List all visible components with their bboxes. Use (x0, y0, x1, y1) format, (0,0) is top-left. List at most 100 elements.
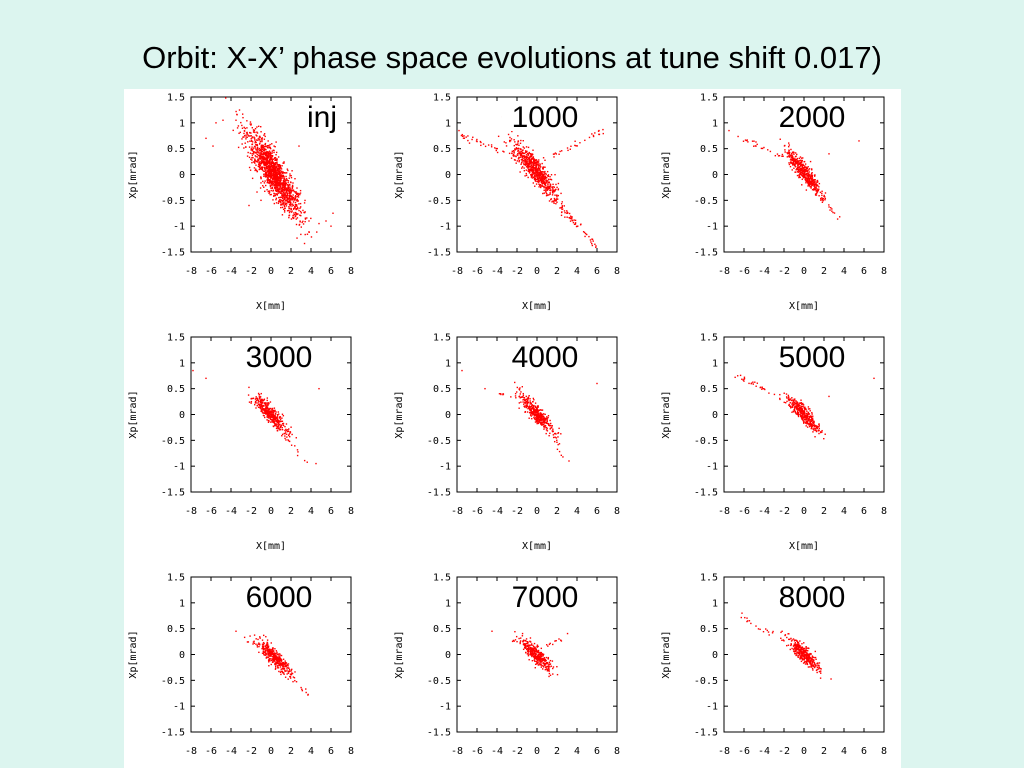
data-point (527, 154, 529, 157)
data-point (284, 202, 286, 205)
data-point (277, 184, 279, 186)
data-point (536, 417, 539, 420)
data-point (792, 406, 794, 408)
data-point (801, 167, 803, 169)
data-point (815, 192, 818, 195)
data-point (544, 175, 547, 178)
data-point (286, 200, 289, 202)
data-point (272, 184, 274, 186)
data-point (809, 421, 811, 424)
data-point (789, 407, 792, 409)
data-point (282, 196, 285, 198)
data-point (259, 135, 261, 138)
data-point (809, 416, 812, 418)
data-point (280, 203, 282, 205)
y-tick-label: 0 (179, 650, 185, 661)
data-point (268, 191, 271, 193)
data-point (259, 164, 261, 166)
data-point (270, 411, 273, 413)
data-point (756, 382, 759, 384)
outlier-point (315, 462, 317, 465)
data-point (263, 412, 265, 414)
data-point (285, 178, 288, 180)
data-point (271, 647, 274, 650)
data-point (273, 416, 275, 418)
data-point (260, 408, 262, 411)
data-point (278, 670, 280, 673)
data-point (794, 406, 796, 408)
data-point (530, 154, 532, 157)
data-point (278, 427, 281, 429)
y-tick-label: -1.5 (161, 248, 185, 259)
data-point (524, 163, 526, 166)
data-point (272, 175, 275, 177)
data-point (262, 170, 265, 172)
data-point (271, 174, 274, 177)
data-point (539, 419, 541, 422)
data-point (281, 662, 283, 664)
data-point (824, 199, 826, 201)
x-tick-label: 6 (594, 266, 600, 277)
data-point (823, 194, 825, 197)
data-point (263, 182, 266, 184)
data-point (279, 660, 281, 662)
data-point (269, 418, 272, 420)
data-point (518, 152, 521, 155)
data-point (463, 137, 466, 139)
data-point (538, 183, 540, 185)
data-point (544, 187, 547, 189)
data-point (554, 173, 556, 176)
data-point (277, 202, 280, 205)
data-point (266, 171, 268, 173)
data-point (268, 173, 271, 175)
data-point (272, 656, 275, 659)
data-point (273, 202, 276, 205)
phase-space-plot-4000: -8 -6 -4 -2 0 2 4 6 81.510.50-0.5-1-1.5X[mm]Xp[m… (394, 333, 620, 553)
data-point (270, 414, 272, 416)
data-point (282, 422, 285, 425)
data-point (282, 672, 285, 674)
data-point (257, 138, 259, 140)
data-point (536, 644, 539, 646)
y-tick-label: 0 (445, 170, 451, 181)
data-point (552, 192, 554, 194)
data-point (811, 177, 814, 179)
data-point (273, 176, 275, 178)
data-point (290, 670, 293, 672)
data-point (288, 668, 291, 671)
data-point (259, 400, 261, 403)
data-point (296, 454, 299, 457)
data-point (304, 220, 306, 223)
data-point (792, 401, 794, 404)
data-point (279, 671, 282, 673)
data-point (286, 188, 289, 190)
data-point (512, 149, 515, 152)
data-point (798, 402, 801, 404)
data-point (811, 180, 813, 182)
data-point (788, 151, 791, 154)
data-point (811, 183, 814, 185)
data-point (788, 162, 790, 164)
data-point (547, 180, 549, 182)
x-tick-label: -8 (185, 506, 197, 517)
data-point (787, 398, 790, 401)
data-point (293, 677, 296, 679)
data-point (543, 424, 545, 426)
data-point (290, 189, 292, 192)
data-point (290, 426, 292, 428)
data-point (281, 194, 283, 196)
data-point (536, 663, 538, 665)
data-point (526, 644, 528, 646)
data-point (543, 180, 545, 182)
data-point (256, 398, 259, 401)
data-point (264, 170, 266, 173)
data-point (294, 178, 296, 180)
data-point (266, 151, 268, 154)
data-point (794, 400, 796, 402)
data-point (232, 129, 234, 132)
data-point (278, 663, 280, 665)
data-point (808, 424, 810, 426)
data-point (576, 145, 578, 147)
data-point (262, 641, 265, 644)
data-point (529, 651, 532, 653)
